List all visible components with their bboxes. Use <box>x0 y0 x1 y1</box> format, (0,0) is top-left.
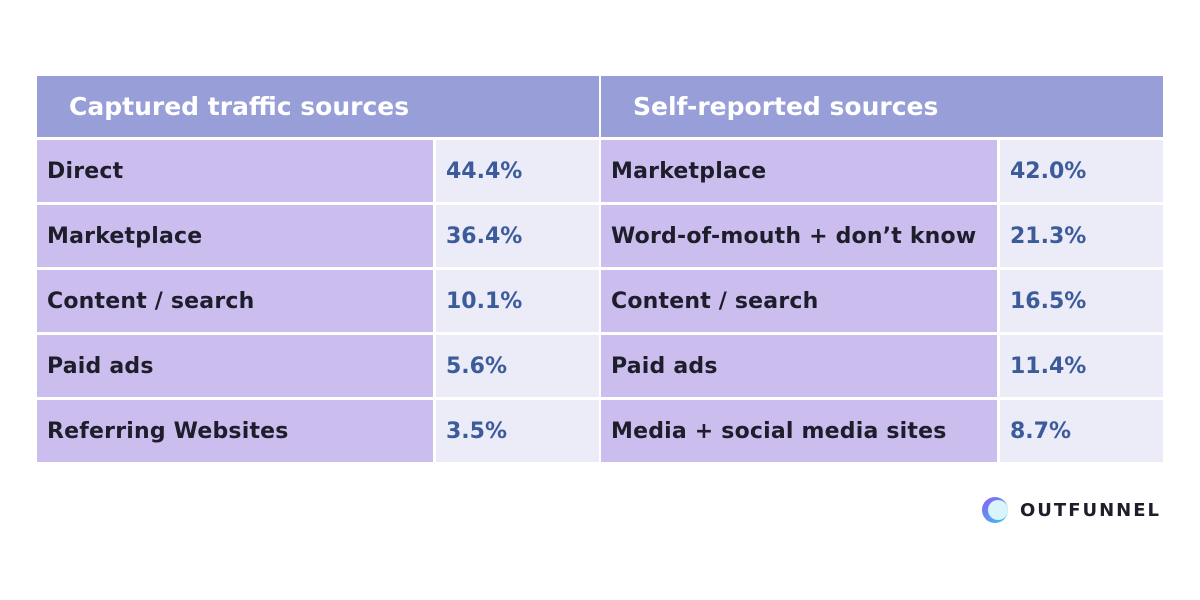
row-label: Media + social media sites <box>601 400 997 462</box>
row-value: 42.0% <box>1000 140 1163 202</box>
table-header: Captured traffic sources <box>37 76 599 137</box>
row-label: Marketplace <box>37 205 433 267</box>
row-value: 36.4% <box>436 205 599 267</box>
row-value: 44.4% <box>436 140 599 202</box>
row-value: 5.6% <box>436 335 599 397</box>
logo: OUTFUNNEL <box>980 495 1161 525</box>
row-label: Content / search <box>37 270 433 332</box>
row-value: 11.4% <box>1000 335 1163 397</box>
row-label: Marketplace <box>601 140 997 202</box>
row-value: 8.7% <box>1000 400 1163 462</box>
row-label: Referring Websites <box>37 400 433 462</box>
row-label: Paid ads <box>37 335 433 397</box>
row-label: Word-of-mouth + don’t know <box>601 205 997 267</box>
row-label: Content / search <box>601 270 997 332</box>
row-value: 16.5% <box>1000 270 1163 332</box>
row-label: Paid ads <box>601 335 997 397</box>
brand-name: OUTFUNNEL <box>1020 499 1162 521</box>
logo-icon <box>982 497 1008 523</box>
row-value: 21.3% <box>1000 205 1163 267</box>
row-label: Direct <box>37 140 433 202</box>
row-value: 3.5% <box>436 400 599 462</box>
row-value: 10.1% <box>436 270 599 332</box>
table-header: Self-reported sources <box>601 76 1163 137</box>
